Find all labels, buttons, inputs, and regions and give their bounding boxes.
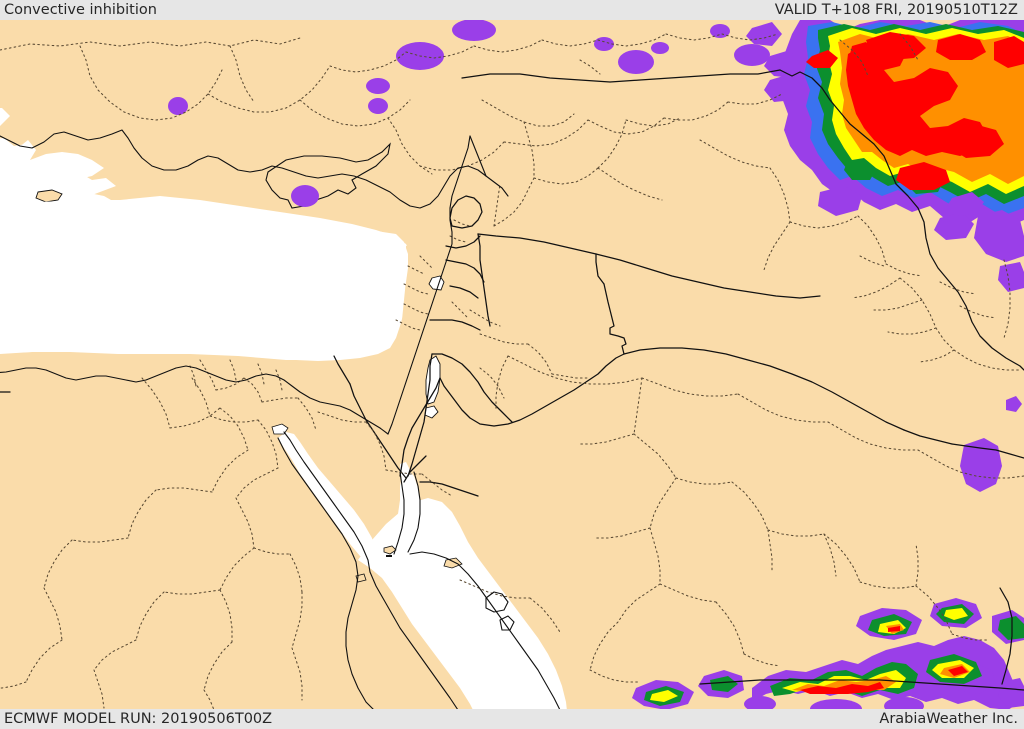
- footer-bar: ECMWF MODEL RUN: 20190506T00Z ArabiaWeat…: [0, 709, 1024, 729]
- weather-field: [168, 20, 1024, 709]
- purple-spots-turkey: [168, 20, 770, 207]
- map-svg: [0, 20, 1024, 709]
- storm-ne-purple-fringe: [764, 74, 1024, 292]
- borders-group: [0, 33, 1024, 709]
- coastlines: [0, 129, 561, 709]
- purple-spots-arabia: [960, 396, 1022, 492]
- page-title: Convective inhibition: [4, 2, 157, 18]
- valid-time-label: VALID T+108 FRI, 20190510T12Z: [774, 2, 1018, 18]
- model-run-label: ECMWF MODEL RUN: 20190506T00Z: [4, 711, 273, 727]
- attribution-label: ArabiaWeather Inc.: [879, 711, 1018, 727]
- national-borders: [0, 69, 1024, 691]
- purple-specks-south: [744, 696, 924, 709]
- header-bar: Convective inhibition VALID T+108 FRI, 2…: [0, 0, 1024, 20]
- water-gulf-of-aqaba: [396, 470, 420, 558]
- map-canvas[interactable]: [0, 20, 1024, 709]
- geography: [0, 20, 1024, 709]
- storm-eastern-turkey: [746, 20, 1024, 230]
- water-eastmed3: [0, 204, 408, 360]
- storm-southern-band: [632, 598, 1024, 709]
- admin-boundaries: [0, 33, 1024, 709]
